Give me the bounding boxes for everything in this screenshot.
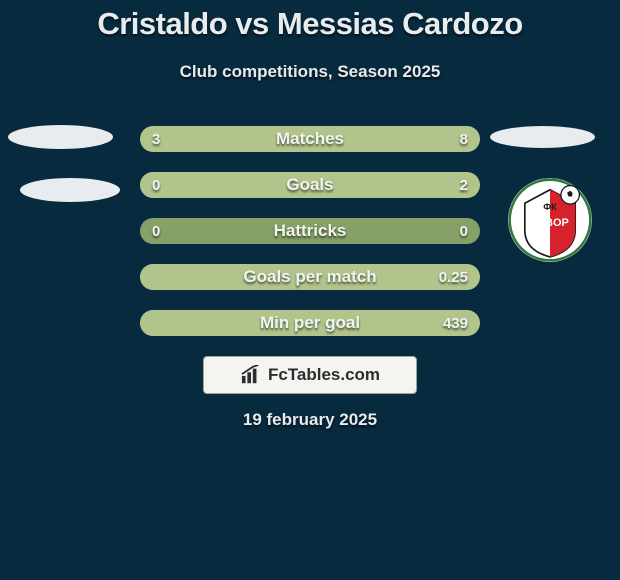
page-title: Cristaldo vs Messias Cardozo xyxy=(0,6,620,42)
stat-value-left: 0 xyxy=(152,218,160,244)
player-right-placeholder xyxy=(490,126,595,148)
svg-text:JABOP: JABOP xyxy=(531,217,569,229)
stat-value-right: 0 xyxy=(460,218,468,244)
stat-fill-right xyxy=(232,126,480,152)
stat-row: Goals per match0.25 xyxy=(140,264,480,290)
brand-label: FcTables.com xyxy=(268,365,380,385)
footer-date: 19 february 2025 xyxy=(0,410,620,430)
stat-fill-right xyxy=(140,310,480,336)
club-crest-icon: ФК JABOP xyxy=(508,178,592,262)
stats-bars: Matches38 Goals02 Hattricks0 0 Goals per mat… xyxy=(140,126,480,356)
stat-row: Goals02 xyxy=(140,172,480,198)
bar-chart-icon xyxy=(240,365,262,385)
stat-row: Hattricks0 0 xyxy=(140,218,480,244)
player-left-secondary-placeholder xyxy=(20,178,120,202)
stat-fill-right xyxy=(140,172,480,198)
brand-box: FcTables.com xyxy=(203,356,417,394)
stat-row: Matches38 xyxy=(140,126,480,152)
stat-label: Hattricks xyxy=(140,218,480,244)
stat-row: Min per goal439 xyxy=(140,310,480,336)
stat-fill-right xyxy=(140,264,480,290)
svg-text:ФК: ФК xyxy=(543,202,557,212)
club-right-badge: ФК JABOP xyxy=(508,178,592,262)
subtitle: Club competitions, Season 2025 xyxy=(0,62,620,82)
player-left-placeholder xyxy=(8,125,113,149)
stat-fill-left xyxy=(140,126,232,152)
